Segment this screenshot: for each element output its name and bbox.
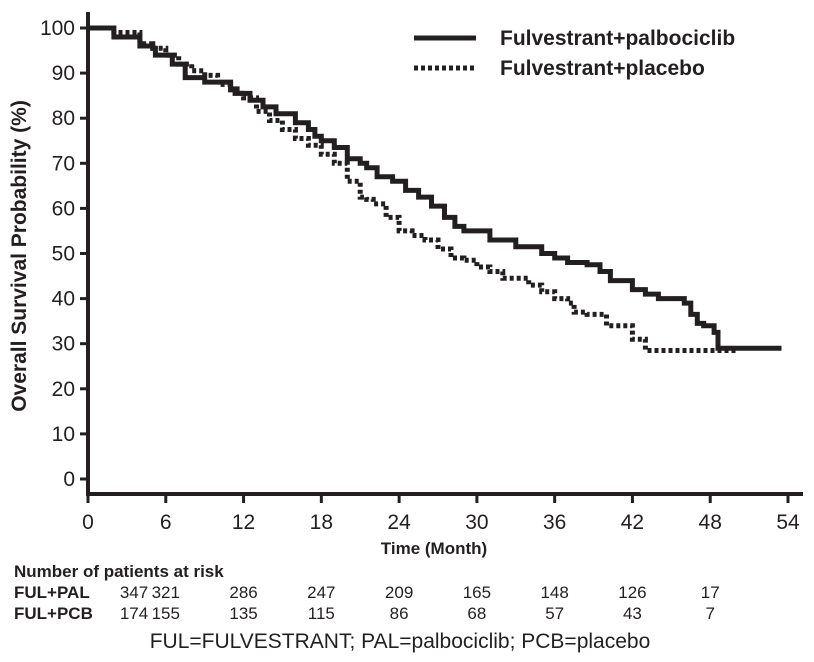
x-tick-label: 12 (232, 511, 255, 534)
risk-cell: 347 (119, 583, 149, 602)
y-axis-label: Overall Survival Probability (%) (8, 100, 31, 412)
risk-cell: 115 (307, 604, 335, 623)
y-tick-label: 70 (52, 152, 75, 175)
footnote: FUL=FULVESTRANT; PAL=palbociclib; PCB=pl… (149, 630, 651, 653)
risk-cell: 174 (119, 604, 149, 623)
legend-label-1: Fulvestrant+palbociclib (500, 27, 735, 50)
y-tick-label: 80 (52, 107, 75, 130)
risk-table-title: Number of patients at risk (14, 562, 224, 581)
risk-cell: 68 (467, 604, 487, 623)
x-tick-label: 36 (543, 511, 566, 534)
risk-cell: 155 (151, 604, 180, 623)
y-tick-label: 50 (52, 243, 75, 266)
x-tick-label: 48 (699, 511, 722, 534)
risk-cell: 247 (307, 583, 336, 602)
risk-cell: 148 (540, 583, 569, 602)
risk-cell: 7 (705, 604, 715, 623)
risk-row-label: FUL+PCB (14, 604, 93, 623)
series-line-2 (88, 25, 737, 353)
x-tick-label: 42 (621, 511, 644, 534)
y-tick-label: 10 (52, 423, 75, 446)
x-tick-label: 54 (776, 511, 800, 534)
risk-row-label: FUL+PAL (14, 583, 90, 602)
y-tick-label: 60 (52, 197, 75, 220)
risk-cell: 57 (545, 604, 565, 623)
risk-cell: 165 (462, 583, 492, 602)
risk-cell: 286 (229, 583, 258, 602)
y-tick-label: 0 (63, 468, 75, 491)
y-tick-label: 20 (52, 378, 75, 401)
y-tick-label: 40 (52, 288, 75, 311)
risk-cell: 17 (700, 583, 720, 602)
risk-cell: 209 (384, 583, 414, 602)
survival-chart: 0 10 20 30 40 50 60 70 80 90 100 0 6 12 18 24 30 36 42 48 54… (8, 12, 803, 558)
x-tick-label: 24 (387, 511, 411, 534)
risk-cell: 126 (618, 583, 647, 602)
y-tick-label: 90 (52, 62, 75, 85)
risk-cell: 135 (229, 604, 258, 623)
y-tick-label: 30 (52, 333, 75, 356)
x-tick-label: 30 (465, 511, 488, 534)
legend-label-2: Fulvestrant+placebo (500, 57, 705, 80)
x-tick-label: 6 (160, 511, 172, 534)
x-axis-label: Time (Month) (381, 539, 487, 558)
x-tick-label: 0 (82, 511, 94, 534)
risk-cell: 86 (389, 604, 409, 623)
risk-cell: 321 (151, 583, 180, 602)
y-tick-label: 100 (40, 17, 75, 40)
risk-cell: 43 (622, 604, 642, 623)
x-tick-label: 18 (310, 511, 333, 534)
